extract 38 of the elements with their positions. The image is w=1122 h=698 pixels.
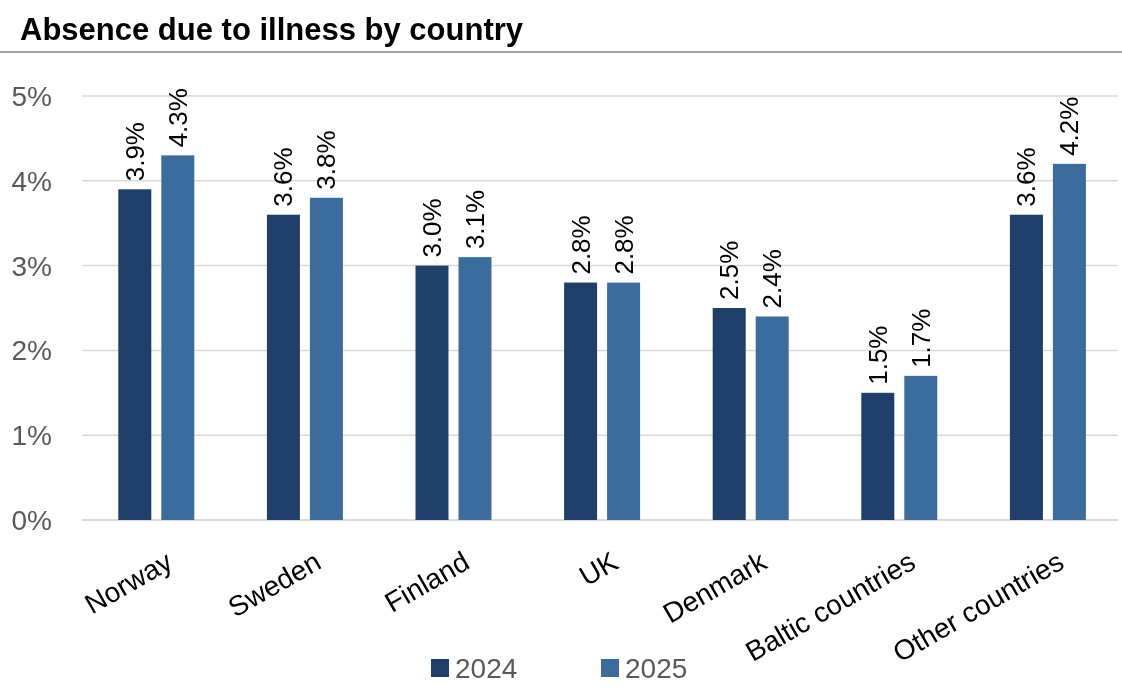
bar [755, 316, 789, 520]
legend-label: 2025 [625, 653, 688, 684]
y-tick-label: 5% [11, 81, 52, 112]
data-label: 2.8% [565, 215, 596, 275]
bar [861, 392, 895, 520]
data-label: 1.7% [905, 308, 936, 368]
y-tick-label: 1% [11, 420, 52, 452]
data-label: 2.4% [757, 249, 788, 309]
x-tick-label: UK [573, 545, 624, 592]
bar [1009, 214, 1043, 520]
bar [415, 265, 449, 520]
data-label: 2.5% [714, 240, 745, 300]
data-label: 3.8% [311, 130, 342, 190]
y-tick-label: 4% [11, 165, 52, 197]
bar [1052, 163, 1086, 520]
bar [458, 257, 492, 520]
data-label: 3.6% [1011, 147, 1042, 207]
data-label: 3.1% [460, 189, 490, 250]
y-tick-label: 3% [11, 250, 52, 282]
bar [266, 214, 300, 520]
bar [161, 155, 195, 520]
bar [564, 282, 598, 520]
data-label: 3.6% [268, 147, 299, 207]
data-label: 1.5% [862, 325, 893, 385]
bar [309, 197, 343, 520]
bar [607, 282, 641, 520]
bar [904, 375, 938, 520]
data-label: 4.3% [162, 88, 193, 148]
legend-label: 2024 [455, 653, 518, 684]
data-label: 3.9% [119, 122, 150, 182]
data-label: 4.2% [1054, 96, 1085, 156]
data-label: 2.8% [608, 215, 639, 275]
data-label: 3.0% [417, 198, 447, 258]
bar [118, 189, 152, 520]
y-tick-label: 2% [11, 335, 52, 367]
bar [712, 308, 746, 520]
chart-title: Absence due to illness by country [20, 12, 524, 47]
y-tick-label: 0% [11, 505, 52, 536]
